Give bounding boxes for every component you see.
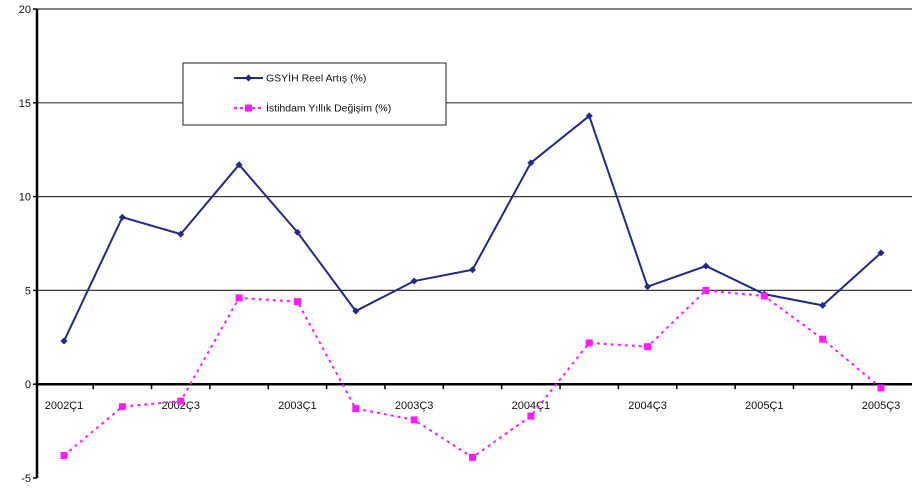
data-point — [644, 343, 652, 351]
x-tick-label: 2002Ç3 — [161, 400, 200, 412]
series — [60, 112, 885, 461]
data-point — [527, 159, 535, 167]
data-point — [877, 384, 885, 392]
data-point — [644, 283, 652, 291]
data-point — [177, 397, 185, 405]
data-point — [527, 412, 535, 420]
data-point — [702, 262, 710, 270]
legend-marker-gsyih — [245, 74, 252, 82]
data-point — [819, 335, 827, 343]
data-point — [118, 403, 126, 411]
legend-label-istihdam: İstihdam Yıllık Değişim (%) — [266, 102, 391, 115]
data-point — [410, 416, 418, 424]
gridlines — [37, 8, 912, 291]
x-tick-label: 2004Ç3 — [628, 400, 667, 412]
data-point — [118, 213, 126, 221]
data-point — [235, 161, 243, 169]
legend-label-gsyih: GSYİH Reel Artış (%) — [266, 72, 366, 85]
data-point — [177, 230, 185, 238]
data-point — [293, 228, 301, 236]
data-point — [585, 112, 593, 120]
x-tick-label: 2003Ç1 — [278, 400, 317, 412]
y-tick-label: 5 — [25, 285, 31, 297]
legend-box — [182, 62, 447, 126]
data-point — [469, 266, 476, 274]
x-tick-label: 2005Ç3 — [862, 400, 901, 412]
data-point — [60, 337, 68, 345]
data-point — [469, 453, 476, 461]
axes: -5 0 5 10 15 20 2002Ç1 2002Ç3 2003Ç1 2003Ç3 2004Ç1… — [19, 4, 912, 485]
data-point — [585, 339, 593, 347]
data-point — [60, 451, 68, 459]
data-point — [702, 286, 710, 294]
y-tick-label: 10 — [19, 192, 31, 204]
data-point — [352, 405, 360, 413]
x-tick-label: 2004Ç1 — [512, 400, 551, 412]
y-tick-label: 15 — [19, 98, 31, 110]
series-line-0 — [63, 114, 882, 342]
x-tick-label: 2002Ç1 — [45, 400, 84, 412]
y-tick-label: 20 — [19, 4, 31, 16]
data-point — [877, 249, 885, 257]
data-point — [819, 301, 827, 309]
data-point — [352, 307, 360, 315]
series-line-1 — [63, 289, 882, 459]
x-tick-label: 2003Ç3 — [395, 400, 434, 412]
legend-marker-istihdam — [245, 104, 252, 112]
y-tick-label: -5 — [21, 473, 31, 485]
data-point — [293, 298, 301, 306]
legend: GSYİH Reel Artış (%) İstihdam Yıllık Değ… — [182, 62, 447, 126]
data-point — [410, 277, 418, 285]
y-tick-label: 0 — [25, 379, 31, 391]
x-tick-label: 2005Ç1 — [745, 400, 784, 412]
data-point — [760, 292, 768, 300]
data-point — [235, 294, 243, 302]
